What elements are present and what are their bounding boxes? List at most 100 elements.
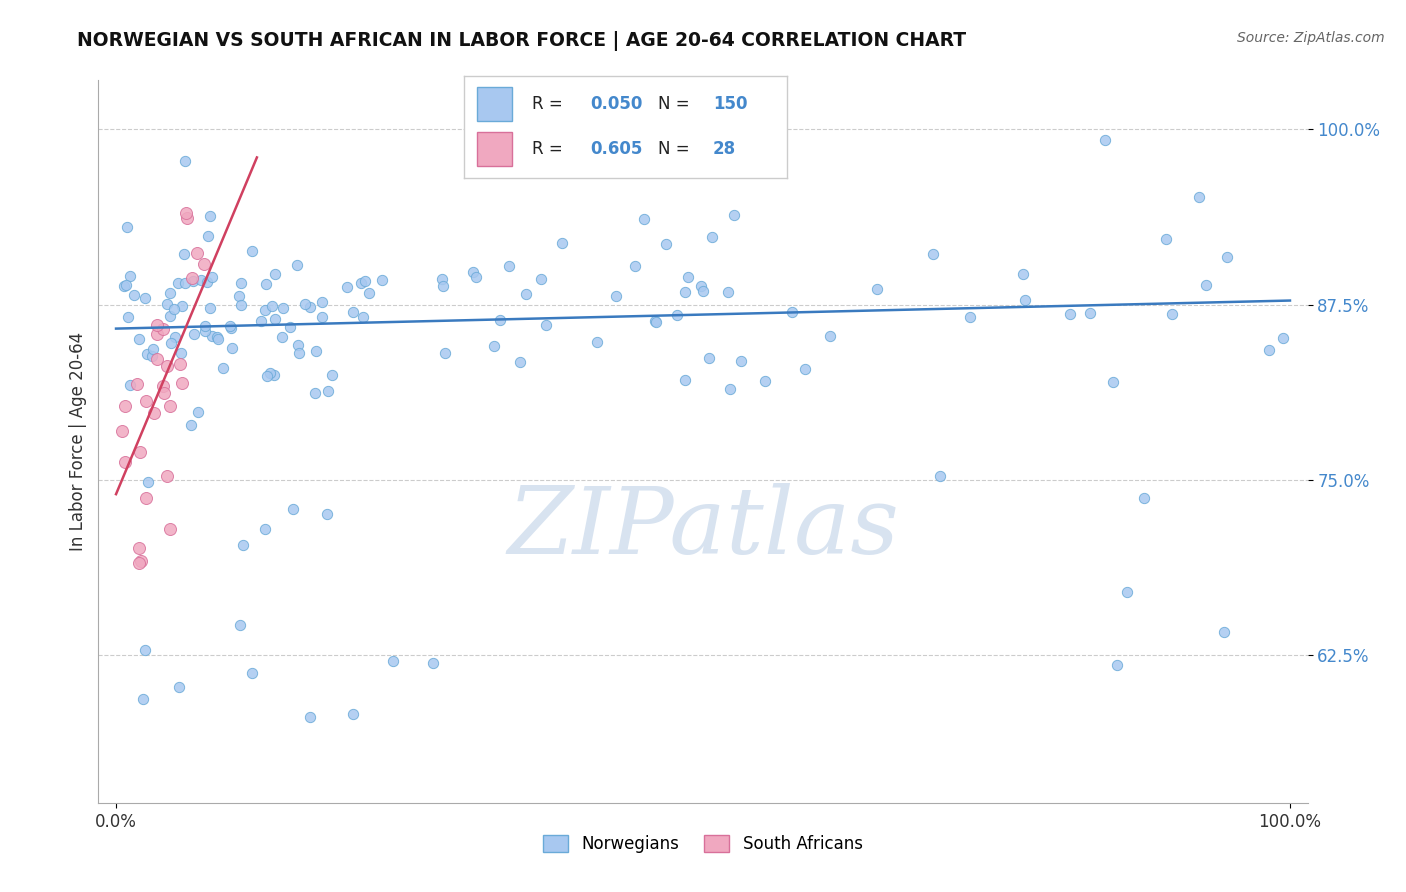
Point	[231, 298, 253, 312]
Point	[718, 382, 741, 396]
Text: R =: R =	[531, 140, 568, 158]
Point	[195, 275, 218, 289]
Point	[117, 310, 139, 324]
Point	[530, 271, 553, 285]
Point	[305, 343, 328, 358]
Point	[143, 406, 166, 420]
Point	[422, 656, 444, 670]
Point	[135, 393, 157, 408]
Point	[254, 277, 277, 292]
Point	[156, 359, 179, 373]
Point	[254, 522, 277, 536]
Point	[193, 256, 215, 270]
Point	[357, 285, 380, 300]
Point	[336, 280, 359, 294]
Point	[159, 286, 181, 301]
Point	[112, 278, 135, 293]
Point	[585, 334, 607, 349]
Point	[928, 468, 950, 483]
Point	[820, 328, 842, 343]
Point	[166, 277, 188, 291]
Point	[1105, 657, 1128, 672]
Point	[1059, 307, 1081, 321]
Point	[176, 205, 198, 219]
FancyBboxPatch shape	[477, 132, 513, 166]
Point	[321, 368, 343, 382]
Point	[129, 554, 152, 568]
Point	[115, 219, 138, 234]
Point	[371, 273, 394, 287]
Point	[780, 305, 803, 319]
Point	[352, 310, 374, 324]
Point	[610, 137, 633, 152]
Point	[127, 376, 149, 391]
Point	[111, 424, 134, 438]
Point	[644, 315, 666, 329]
Point	[254, 302, 277, 317]
FancyBboxPatch shape	[477, 87, 513, 121]
Text: 28: 28	[713, 140, 737, 158]
Point	[717, 285, 740, 300]
Point	[153, 386, 176, 401]
Y-axis label: In Labor Force | Age 20-64: In Labor Force | Age 20-64	[69, 332, 87, 551]
Point	[673, 285, 696, 300]
Point	[256, 369, 278, 384]
Point	[624, 259, 647, 273]
Point	[650, 130, 672, 145]
Point	[136, 475, 159, 489]
Text: 0.605: 0.605	[591, 140, 643, 158]
Point	[675, 373, 697, 387]
Point	[1195, 277, 1218, 292]
Point	[114, 399, 136, 413]
Point	[509, 355, 531, 369]
Point	[221, 341, 243, 355]
Point	[270, 329, 292, 343]
Point	[264, 311, 287, 326]
Point	[298, 300, 321, 314]
Point	[461, 265, 484, 279]
Point	[754, 374, 776, 388]
Point	[229, 276, 252, 290]
Point	[186, 246, 208, 260]
Point	[299, 710, 322, 724]
Point	[644, 314, 666, 328]
Point	[219, 320, 242, 334]
Point	[263, 368, 285, 383]
Point	[229, 617, 252, 632]
Point	[1154, 232, 1177, 246]
Point	[181, 271, 204, 285]
Point	[141, 349, 163, 363]
Point	[219, 318, 242, 333]
Text: R =: R =	[531, 95, 568, 113]
Point	[350, 276, 373, 290]
Point	[259, 366, 281, 380]
Point	[1272, 331, 1295, 345]
Point	[176, 211, 198, 226]
Point	[142, 342, 165, 356]
Point	[118, 268, 141, 283]
Point	[146, 352, 169, 367]
Point	[160, 336, 183, 351]
Point	[240, 244, 263, 258]
Point	[129, 444, 152, 458]
Point	[342, 707, 364, 722]
Point	[311, 310, 333, 324]
Point	[132, 692, 155, 706]
Point	[169, 357, 191, 371]
Point	[183, 326, 205, 341]
Point	[515, 286, 537, 301]
Point	[690, 278, 713, 293]
Point	[1094, 133, 1116, 147]
Point	[167, 680, 190, 694]
Point	[1212, 624, 1234, 639]
Point	[342, 305, 364, 319]
Point	[794, 361, 817, 376]
Point	[190, 273, 212, 287]
Text: 150: 150	[713, 95, 748, 113]
Point	[128, 541, 150, 555]
Point	[482, 339, 505, 353]
Point	[271, 301, 294, 315]
Point	[114, 454, 136, 468]
Point	[692, 285, 714, 299]
Point	[434, 345, 457, 359]
